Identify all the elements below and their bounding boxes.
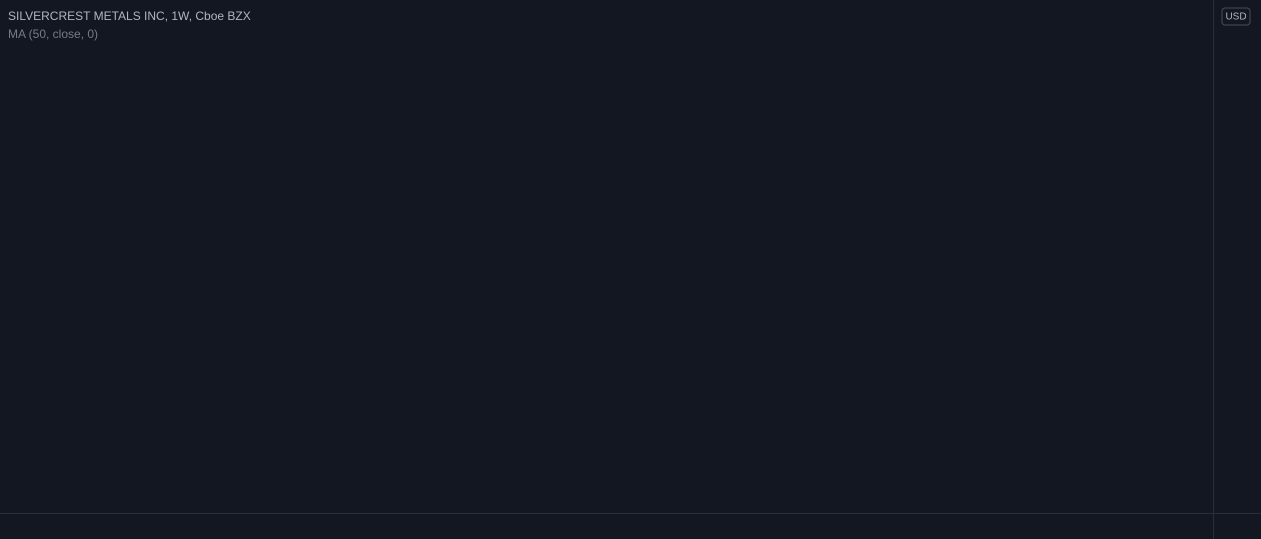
currency-label[interactable]: USD	[1225, 12, 1246, 23]
chart-title: SILVERCREST METALS INC, 1W, Cboe BZX	[8, 9, 251, 23]
currency-box[interactable]	[1221, 7, 1251, 26]
indicator-label: MA (50, close, 0)	[8, 27, 98, 41]
